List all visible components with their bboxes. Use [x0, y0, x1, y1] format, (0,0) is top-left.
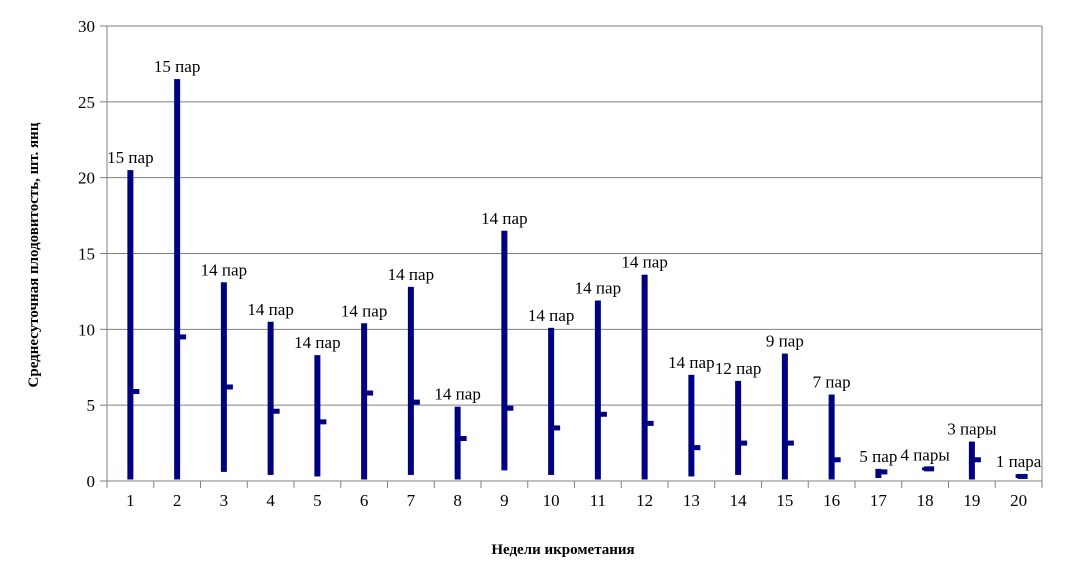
- x-tick-label: 12: [636, 491, 653, 510]
- pair-count-label: 14 пар: [247, 300, 293, 319]
- pair-count-label: 1 пара: [996, 452, 1042, 471]
- range-bar: [781, 353, 788, 480]
- mean-tick: [176, 334, 187, 340]
- pair-count-label: 12 пар: [715, 359, 761, 378]
- pair-count-label: 4 пары: [900, 445, 950, 464]
- pair-count-label: 15 пар: [154, 57, 200, 76]
- mean-tick: [737, 440, 748, 446]
- x-tick-labels: 1 2 3 4 5 6 7 8 9 10 11 12 13 14 15 16 17 18 19 20: [126, 491, 1027, 510]
- axes: [100, 25, 1043, 488]
- pair-count-label: 14 пар: [481, 209, 527, 228]
- mean-tick: [1017, 473, 1028, 479]
- mean-tick: [456, 436, 467, 442]
- y-tick-label: 15: [78, 245, 95, 264]
- x-tick-label: 2: [173, 491, 182, 510]
- mean-tick: [269, 408, 280, 414]
- range-bar: [548, 327, 555, 475]
- mean-tick: [690, 445, 701, 451]
- mean-tick: [830, 457, 841, 463]
- pair-count-label: 7 пар: [813, 373, 851, 392]
- range-bar: [641, 274, 648, 480]
- range-bar: [501, 230, 508, 471]
- mean-tick: [503, 405, 514, 411]
- mean-tick: [409, 399, 420, 405]
- y-tick-labels: 0 5 10 15 20 25 30: [78, 17, 95, 491]
- y-tick-label: 0: [87, 472, 96, 491]
- x-tick-label: 7: [407, 491, 416, 510]
- range-bar: [688, 374, 695, 477]
- range-bar: [361, 323, 368, 480]
- x-tick-label: 18: [917, 491, 934, 510]
- y-tick-label: 25: [78, 93, 95, 112]
- pair-count-label: 14 пар: [294, 333, 340, 352]
- mean-tick: [316, 419, 327, 425]
- x-tick-label: 17: [870, 491, 888, 510]
- mean-tick: [222, 384, 233, 390]
- range-bar: [735, 380, 742, 475]
- pair-count-label: 14 пар: [388, 265, 434, 284]
- range-bar: [174, 79, 181, 480]
- pair-count-label: 9 пар: [766, 332, 804, 351]
- mean-tick: [970, 457, 981, 463]
- y-tick-label: 30: [78, 17, 95, 36]
- range-bar: [127, 170, 134, 480]
- gridlines: [107, 25, 1042, 406]
- pair-count-label: 15 пар: [107, 148, 153, 167]
- range-bar: [314, 355, 321, 477]
- x-tick-label: 11: [590, 491, 606, 510]
- x-tick-label: 20: [1010, 491, 1027, 510]
- x-tick-label: 14: [730, 491, 748, 510]
- pair-count-label: 14 пар: [434, 385, 480, 404]
- mean-tick: [783, 440, 794, 446]
- x-tick-label: 3: [220, 491, 229, 510]
- pair-count-label: 3 пары: [947, 420, 997, 439]
- x-tick-label: 6: [360, 491, 369, 510]
- mean-tick: [363, 390, 374, 396]
- mean-tick: [596, 411, 607, 417]
- y-axis-title: Среднесуточная плодовитость, шт. янц: [26, 122, 42, 387]
- pair-count-label: 14 пар: [668, 353, 714, 372]
- x-tick-label: 4: [266, 491, 275, 510]
- y-tick-label: 10: [78, 320, 95, 339]
- mean-tick: [550, 425, 561, 431]
- x-tick-label: 10: [543, 491, 560, 510]
- x-tick-label: 8: [453, 491, 462, 510]
- x-tick-label: 5: [313, 491, 322, 510]
- x-tick-label: 16: [823, 491, 840, 510]
- x-tick-label: 19: [963, 491, 980, 510]
- x-tick-label: 13: [683, 491, 700, 510]
- range-bar: [594, 300, 601, 480]
- y-tick-label: 5: [87, 396, 96, 415]
- range-bar: [407, 286, 414, 475]
- pair-count-label: 5 пар: [859, 447, 897, 466]
- x-tick-label: 1: [126, 491, 135, 510]
- mean-tick: [129, 389, 140, 395]
- mean-tick: [924, 466, 935, 472]
- range-bar: [828, 394, 835, 480]
- x-axis-title: Недели икрометания: [491, 542, 634, 558]
- x-tick-label: 9: [500, 491, 509, 510]
- pair-count-label: 14 пар: [341, 301, 387, 320]
- x-tick-label: 15: [776, 491, 793, 510]
- y-tick-label: 20: [78, 169, 95, 188]
- pair-count-label: 14 пар: [575, 279, 621, 298]
- data-marks: [127, 79, 1028, 480]
- mean-tick: [877, 469, 888, 475]
- range-bar: [267, 321, 274, 475]
- range-bar: [220, 282, 227, 472]
- pair-count-label: 14 пар: [528, 306, 574, 325]
- pair-count-label: 14 пар: [201, 260, 247, 279]
- mean-tick: [643, 420, 654, 426]
- range-bar: [454, 406, 461, 480]
- pair-count-label: 14 пар: [621, 253, 667, 272]
